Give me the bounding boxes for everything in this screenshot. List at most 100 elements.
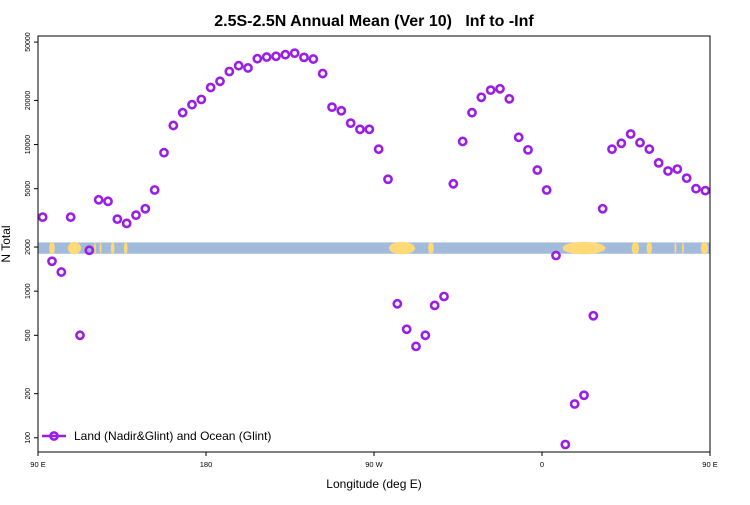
land-segment — [49, 241, 55, 255]
land-segment — [123, 241, 128, 255]
data-point — [607, 144, 617, 155]
data-point — [224, 66, 235, 77]
data-point — [131, 210, 141, 221]
data-point — [308, 54, 319, 64]
series-points — [38, 48, 710, 450]
data-point — [411, 341, 421, 352]
data-point — [289, 48, 300, 59]
data-point — [663, 166, 673, 176]
data-point — [504, 93, 515, 104]
land-segment — [682, 241, 684, 255]
data-point — [187, 99, 197, 110]
data-point — [420, 330, 431, 341]
data-point — [532, 165, 543, 175]
data-point — [355, 124, 365, 135]
data-point — [159, 147, 169, 158]
data-point — [495, 83, 505, 94]
data-point — [112, 214, 123, 225]
y-tick-label: 20000 — [25, 91, 32, 111]
y-tick-label: 50000 — [25, 32, 32, 52]
land-segment — [388, 241, 416, 255]
data-point — [205, 82, 216, 93]
y-tick-label: 100 — [25, 432, 32, 444]
y-axis: 100 200 500 1000 2000 5000 10000 20000 50000 — [25, 32, 38, 444]
data-point — [280, 49, 291, 60]
data-point — [681, 173, 692, 184]
data-point — [140, 203, 151, 214]
data-point — [65, 212, 76, 223]
land-segment — [94, 241, 96, 255]
x-axis: 90 E 180 90 W 0 90 E — [30, 452, 718, 469]
data-point — [569, 399, 580, 409]
data-point — [84, 245, 95, 256]
data-point — [635, 137, 645, 148]
data-point — [75, 330, 85, 341]
legend-label: Land (Nadir&Glint) and Ocean (Glint) — [74, 429, 271, 443]
map-strip — [38, 241, 710, 255]
y-tick-label: 2000 — [25, 239, 32, 255]
y-tick-label: 200 — [25, 388, 32, 400]
data-point — [691, 183, 701, 194]
data-point — [56, 267, 67, 277]
x-tick-label: 90 W — [365, 460, 383, 469]
data-point — [215, 76, 225, 87]
y-tick-label: 500 — [25, 329, 32, 341]
data-point — [448, 178, 459, 189]
data-point — [345, 118, 356, 129]
x-tick-label: 90 E — [702, 460, 717, 469]
data-point — [476, 92, 487, 103]
data-point — [457, 136, 468, 147]
land-segment — [631, 241, 640, 255]
data-point — [551, 250, 561, 261]
y-axis-label: N Total — [0, 225, 13, 262]
data-point — [625, 129, 636, 139]
data-point — [513, 132, 524, 143]
data-point — [177, 107, 188, 118]
legend-marker — [49, 431, 59, 441]
x-axis-label: Longitude (deg E) — [326, 477, 421, 491]
legend: Land (Nadir&Glint) and Ocean (Glint) — [42, 429, 271, 443]
data-point — [233, 60, 244, 71]
chart-title: 2.5S-2.5N Annual Mean (Ver 10) Inf to -I… — [214, 13, 534, 30]
data-point — [644, 144, 655, 155]
x-tick-label: 90 E — [30, 460, 45, 469]
data-point — [252, 53, 263, 64]
data-point — [243, 63, 253, 73]
x-tick-label: 180 — [200, 460, 213, 469]
data-point — [700, 185, 710, 196]
data-point — [196, 94, 207, 105]
data-point — [317, 68, 328, 79]
data-point — [579, 390, 589, 401]
data-point — [485, 85, 496, 96]
land-segment — [99, 241, 102, 255]
data-point — [560, 439, 571, 450]
data-point — [597, 203, 608, 214]
data-point — [168, 120, 179, 131]
land-segment — [674, 241, 677, 255]
data-point — [672, 164, 683, 175]
data-point — [383, 174, 393, 185]
ocean-band — [38, 242, 710, 254]
data-point — [429, 300, 440, 311]
data-point — [121, 218, 132, 229]
data-point — [336, 105, 347, 116]
data-point — [47, 256, 57, 267]
data-point — [653, 157, 664, 168]
data-point — [439, 291, 449, 302]
land-segment — [646, 241, 653, 255]
data-point — [392, 298, 403, 309]
land-segment — [67, 241, 81, 255]
data-point — [588, 310, 599, 321]
data-point — [616, 138, 627, 149]
data-point — [299, 52, 309, 63]
land-segment — [562, 241, 606, 255]
data-point — [401, 324, 412, 335]
data-point — [364, 124, 375, 135]
data-point — [271, 51, 281, 62]
data-point — [523, 144, 533, 155]
data-point — [149, 185, 160, 195]
data-point — [103, 196, 113, 207]
land-segment — [700, 241, 709, 255]
y-tick-label: 1000 — [25, 283, 32, 299]
